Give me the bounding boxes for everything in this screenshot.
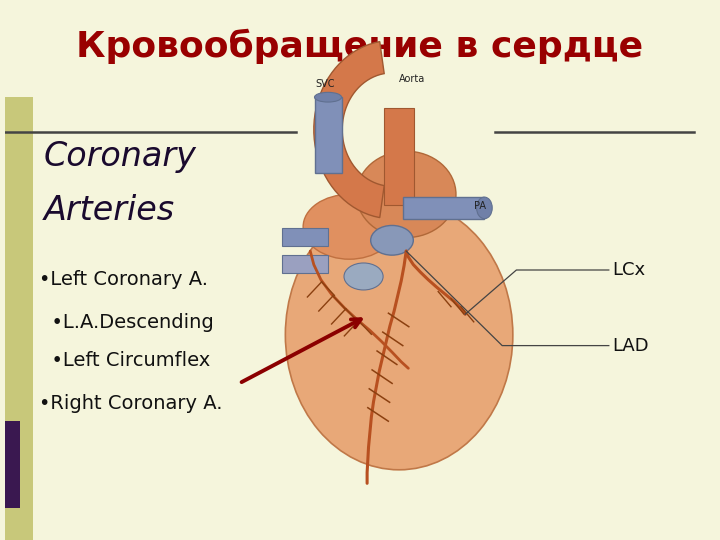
Text: Кровообращение в сердце: Кровообращение в сердце: [76, 28, 644, 64]
Ellipse shape: [356, 151, 456, 238]
Ellipse shape: [371, 225, 413, 255]
Text: LCx: LCx: [613, 261, 646, 279]
Bar: [402, 197, 485, 219]
Ellipse shape: [344, 263, 383, 290]
Text: LAD: LAD: [613, 336, 649, 355]
Text: Coronary: Coronary: [44, 140, 197, 173]
Text: •Left Coronary A.: •Left Coronary A.: [39, 270, 207, 289]
Bar: [384, 108, 414, 205]
Ellipse shape: [315, 92, 341, 102]
Ellipse shape: [285, 200, 513, 470]
Bar: [315, 97, 341, 173]
Text: Arteries: Arteries: [44, 194, 175, 227]
Text: PA: PA: [474, 201, 486, 211]
Ellipse shape: [303, 194, 395, 259]
Text: •L.A.Descending: •L.A.Descending: [39, 313, 213, 332]
Text: Aorta: Aorta: [399, 73, 426, 84]
Ellipse shape: [477, 197, 492, 219]
Bar: [4, 97, 33, 540]
Bar: [282, 228, 328, 246]
Bar: [282, 255, 328, 273]
Bar: [4, 421, 20, 508]
Polygon shape: [314, 42, 384, 218]
Text: •Left Circumflex: •Left Circumflex: [39, 351, 210, 370]
Text: •Right Coronary A.: •Right Coronary A.: [39, 394, 222, 413]
Text: SVC: SVC: [315, 79, 335, 89]
